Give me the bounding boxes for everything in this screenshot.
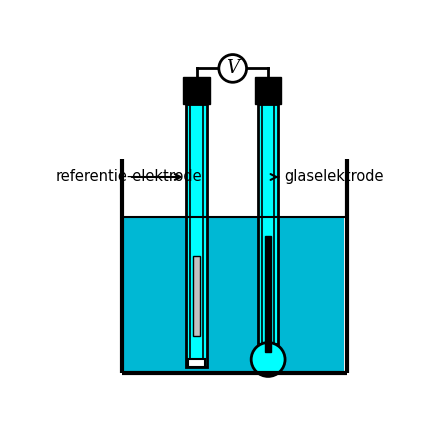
Polygon shape — [255, 77, 281, 104]
Text: V: V — [226, 60, 239, 77]
Polygon shape — [186, 104, 207, 367]
Polygon shape — [258, 104, 278, 344]
Polygon shape — [124, 217, 344, 371]
Polygon shape — [265, 236, 271, 352]
Polygon shape — [258, 344, 278, 346]
Text: referentie-elektrode: referentie-elektrode — [56, 169, 202, 184]
Text: glaselektrode: glaselektrode — [271, 169, 384, 184]
Circle shape — [251, 342, 285, 376]
Circle shape — [219, 54, 247, 82]
Polygon shape — [183, 77, 210, 104]
Polygon shape — [124, 159, 344, 217]
Polygon shape — [193, 256, 200, 336]
Polygon shape — [188, 360, 205, 367]
